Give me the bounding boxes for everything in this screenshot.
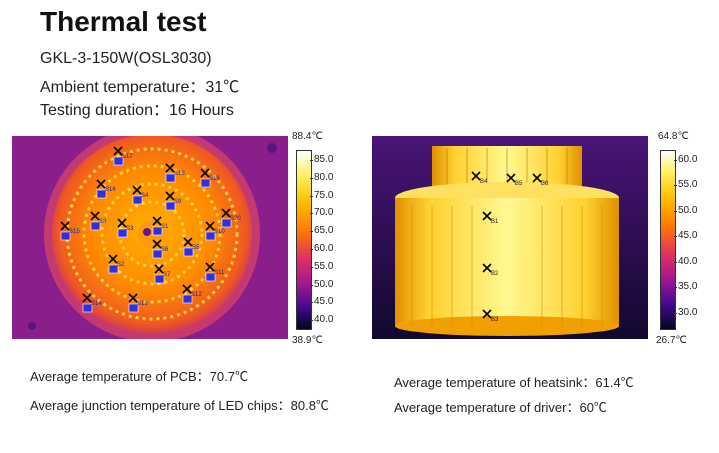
pcb-average-caption: Average temperature of PCB：70.7℃ <box>30 369 248 384</box>
svg-text:S17: S17 <box>122 154 133 160</box>
pcb-colorbar-tick: 45.0 <box>309 296 334 308</box>
pcb-colorbar-tick: 60.0 <box>309 243 334 254</box>
svg-text:S18: S18 <box>174 171 185 177</box>
heatsink-colorbar-tick: 50.0 <box>673 204 698 216</box>
pcb-marker: S3 <box>117 218 134 238</box>
pcb-marker: S15 <box>60 221 80 241</box>
svg-text:B3: B3 <box>491 317 499 323</box>
svg-text:S4: S4 <box>141 193 149 199</box>
svg-text:S8: S8 <box>99 219 107 225</box>
pcb-marker: S17 <box>113 146 133 166</box>
heatsink-marker: B3 <box>482 309 499 323</box>
pcb-scale-min: 38.9℃ <box>292 335 323 346</box>
pcb-marker: S14 <box>82 293 102 313</box>
svg-text:S10: S10 <box>214 229 225 235</box>
pcb-colorbar-tick: 50.0 <box>309 278 334 290</box>
heatsink-colorbar <box>660 150 676 330</box>
heatsink-colorbar-tick: 45.0 <box>673 230 698 242</box>
svg-text:B4: B4 <box>480 179 488 185</box>
pcb-marker: S12 <box>182 284 202 304</box>
pcb-colorbar-tick: 55.0 <box>309 260 334 272</box>
pcb-colorbar-tick: 40.0 <box>309 314 334 326</box>
pcb-marker: S1 <box>152 216 169 236</box>
pcb-colorbar-tick: 75.0 <box>309 189 334 201</box>
svg-text:S16: S16 <box>105 187 116 193</box>
page-title: Thermal test <box>40 6 207 37</box>
driver-average-caption: Average temperature of driver：60℃ <box>394 400 607 415</box>
svg-text:S12: S12 <box>191 292 202 298</box>
svg-text:S6: S6 <box>161 247 169 253</box>
pcb-marker: S20 <box>221 208 241 228</box>
svg-text:S3: S3 <box>126 226 134 232</box>
pcb-marker: S16 <box>96 179 116 199</box>
heatsink-marker: B2 <box>482 263 499 277</box>
pcb-marker: S19 <box>200 168 220 188</box>
pcb-marker: S5 <box>183 237 200 257</box>
svg-text:B2: B2 <box>491 271 499 277</box>
svg-text:S20: S20 <box>230 216 241 222</box>
pcb-marker: S6 <box>152 239 169 259</box>
pcb-scale-max: 88.4℃ <box>292 131 323 142</box>
heatsink-colorbar-tick: 60.0 <box>673 154 698 165</box>
heatsink-scale-max: 64.8℃ <box>658 131 689 142</box>
svg-text:S15: S15 <box>69 229 80 235</box>
pcb-marker: S9 <box>165 191 182 211</box>
junction-average-caption: Average junction temperature of LED chip… <box>30 398 329 413</box>
pcb-marker: S13 <box>128 293 148 313</box>
heatsink-scale-min: 26.7℃ <box>656 335 687 346</box>
ambient-temperature: Ambient temperature：31℃ <box>40 79 240 96</box>
pcb-marker: S8 <box>90 211 107 231</box>
svg-text:S2: S2 <box>117 262 125 268</box>
heatsink-colorbar-tick: 55.0 <box>673 179 698 191</box>
heatsink-thermal-image: B4 B5 B6 B1 B2 B3 <box>372 136 648 339</box>
pcb-marker: S11 <box>205 262 225 282</box>
heatsink-colorbar-tick: 30.0 <box>673 306 698 318</box>
heatsink-marker: B4 <box>471 171 488 185</box>
heatsink-colorbar-tick: 40.0 <box>673 255 698 267</box>
heatsink-marker: B1 <box>482 211 499 225</box>
heatsink-average-caption: Average temperature of heatsink：61.4℃ <box>394 375 634 390</box>
pcb-colorbar-tick: 70.0 <box>309 207 334 219</box>
svg-text:S7: S7 <box>163 272 171 278</box>
testing-duration: Testing duration：16 Hours <box>40 102 234 119</box>
pcb-colorbar-tick: 65.0 <box>309 225 334 237</box>
pcb-marker: S10 <box>205 221 225 241</box>
svg-text:B5: B5 <box>515 181 523 187</box>
svg-text:S1: S1 <box>161 224 169 230</box>
svg-text:S19: S19 <box>209 176 220 182</box>
pcb-marker: S2 <box>108 254 125 274</box>
heatsink-marker: B5 <box>506 173 523 187</box>
svg-text:S13: S13 <box>137 301 148 307</box>
pcb-marker: S4 <box>132 185 149 205</box>
model-name: GKL-3-150W(OSL3030) <box>40 50 212 67</box>
pcb-marker: S18 <box>165 163 185 183</box>
svg-text:S5: S5 <box>192 245 200 251</box>
pcb-marker: S7 <box>154 264 171 284</box>
pcb-colorbar <box>296 150 312 330</box>
svg-text:S11: S11 <box>214 270 225 276</box>
pcb-colorbar-tick: 80.0 <box>309 171 334 183</box>
svg-text:B6: B6 <box>541 181 549 187</box>
heatsink-marker: B6 <box>532 173 549 187</box>
svg-text:B1: B1 <box>491 219 499 225</box>
svg-text:S14: S14 <box>91 301 102 307</box>
pcb-colorbar-tick: 85.0 <box>309 154 334 165</box>
heatsink-colorbar-tick: 35.0 <box>673 281 698 293</box>
svg-text:S9: S9 <box>174 199 182 205</box>
pcb-thermal-image: S17 S16 S18 S19 S8 S4 S9 S20 S3 S1 S10 S15 S5 S6 S2 S7 S… <box>12 136 288 339</box>
